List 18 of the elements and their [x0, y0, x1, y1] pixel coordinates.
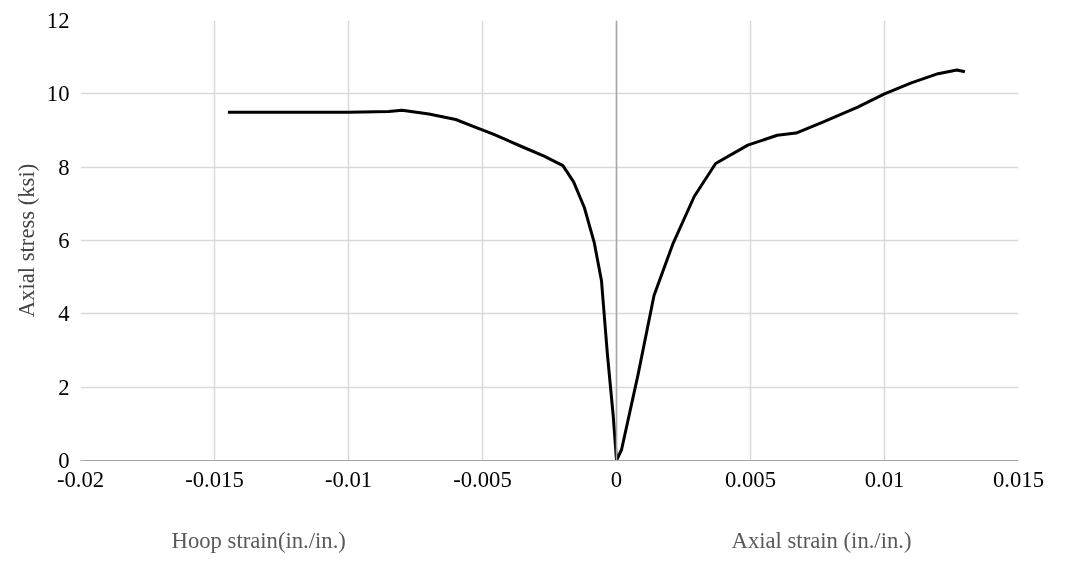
x-tick-label: -0.01	[324, 466, 373, 492]
y-tick-label: 0	[58, 448, 70, 473]
y-tick-label: 2	[58, 374, 70, 400]
x-tick-label: 0.015	[993, 466, 1044, 492]
x-tick-label: 0	[610, 466, 623, 492]
text: Axial strain (in./in.)	[731, 528, 912, 553]
x-tick-label: -0.005	[453, 466, 512, 492]
y-tick-label: 12	[46, 8, 70, 33]
text: Hoop strain(in./in.)	[171, 528, 346, 553]
y-tick-label: 4	[58, 301, 70, 327]
y-tick-label: 10	[46, 81, 70, 107]
x-tick-label: 0.005	[725, 466, 776, 492]
y-tick-label: 8	[58, 154, 70, 180]
line-series	[226, 68, 967, 461]
y-tick-label: 6	[58, 228, 70, 253]
x-tick-label: 0.01	[864, 466, 905, 492]
x-tick-label: -0.015	[185, 466, 244, 492]
y-axis-title: Axial stress (ksi)	[13, 163, 39, 318]
